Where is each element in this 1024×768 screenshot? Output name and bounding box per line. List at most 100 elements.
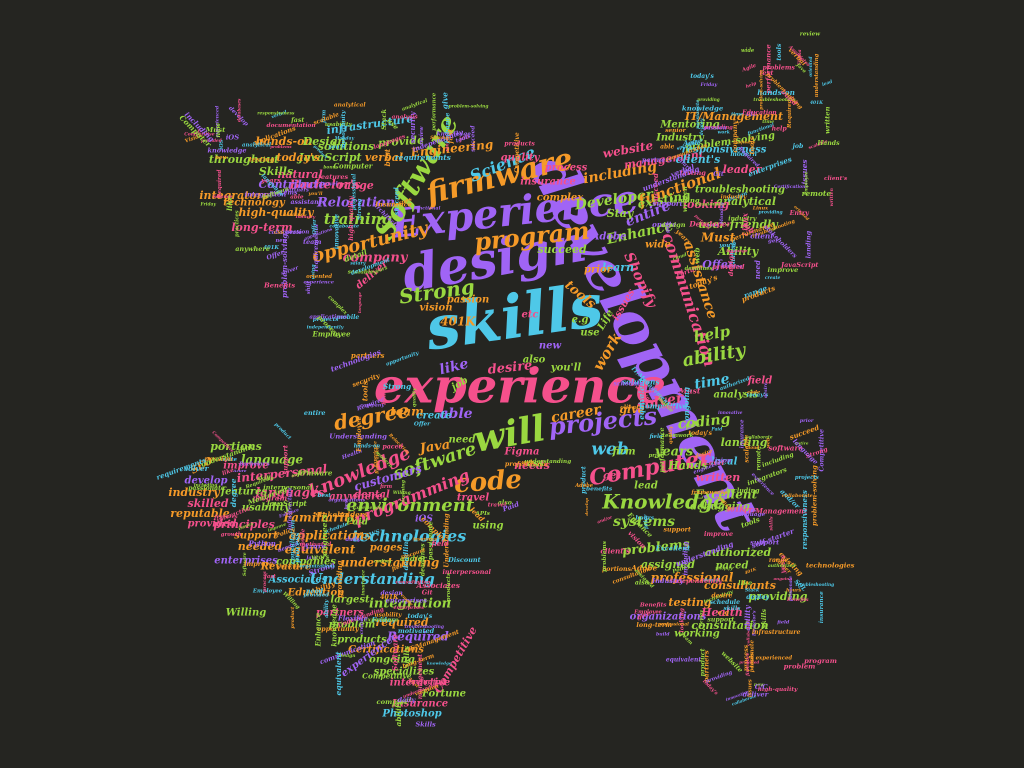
cloud-word-small: lead [821, 78, 834, 88]
cloud-word: consultation [691, 619, 768, 632]
cloud-word-small: years [260, 176, 281, 184]
cloud-word: integrators [199, 189, 268, 202]
cloud-word-small: prior [644, 513, 650, 529]
cloud-word-small: team [303, 238, 322, 246]
cloud-word-small: range [769, 557, 789, 564]
cloud-word-small: knowledge [427, 661, 452, 666]
cloud-word-small: deploy [699, 118, 705, 135]
cloud-word-small: new [215, 155, 227, 161]
cloud-word-small: applications [309, 314, 347, 320]
cloud-word: code [453, 465, 523, 500]
cloud-word-small: Offer [312, 218, 318, 235]
cloud-word: Relocation [316, 196, 395, 211]
cloud-word-small: fast [447, 128, 455, 144]
cloud-word-small: improve [267, 521, 287, 532]
cloud-word-small: enterprises [393, 605, 424, 611]
cloud-word: products [337, 635, 387, 646]
cloud-word-small: Shopify [715, 565, 733, 570]
cloud-word-small: and/or [400, 554, 428, 563]
cloud-word: JavaScript [296, 151, 361, 164]
cloud-word-small: hours [635, 515, 654, 521]
cloud-word-small: wide [741, 48, 755, 54]
cloud-word-small: issues [800, 159, 809, 184]
cloud-word-small: provided [201, 138, 222, 143]
cloud-word: Contribute [259, 178, 326, 191]
cloud-word-small: develop [584, 498, 589, 516]
cloud-word-small: process [293, 533, 302, 563]
cloud-word-small: projects [795, 475, 819, 481]
cloud-word-small: industry [721, 195, 747, 201]
cloud-word-small: CSS [527, 460, 544, 469]
cloud-word-small: Employee [355, 416, 363, 453]
cloud-word-small: client's [824, 176, 848, 182]
cloud-word-small: succeed [469, 126, 476, 152]
cloud-word: new [539, 341, 562, 352]
cloud-word: principles [213, 518, 275, 531]
cloud-word: Excellent [694, 488, 758, 502]
cloud-word-small: usability [375, 612, 403, 618]
cloud-word-small: 401K [726, 505, 745, 513]
cloud-word-small: integration [245, 191, 287, 199]
cloud-word-small: schedule [710, 599, 740, 606]
cloud-word: features [220, 487, 268, 498]
cloud-word: authorized [705, 546, 772, 559]
cloud-word-small: features [213, 514, 237, 520]
cloud-word: reputable [170, 507, 230, 520]
cloud-word-small: databases [236, 98, 241, 122]
cloud-word-small: field [776, 620, 790, 626]
cloud-word: providing [749, 590, 808, 603]
cloud-word-small: equivalent [666, 656, 701, 663]
cloud-word-small: problem-solving [760, 70, 765, 110]
cloud-word-small: opportunity [317, 626, 360, 633]
cloud-word-small: design [380, 590, 402, 597]
cloud-word-small: technologies [806, 562, 855, 570]
cloud-word-small: problems [270, 144, 292, 149]
cloud-word-small: Adobe [630, 564, 657, 573]
cloud-word: leader [723, 163, 763, 176]
cloud-word-small: passionate [696, 202, 725, 208]
cloud-word-small: Offer [414, 422, 431, 428]
cloud-word-small: Design [337, 654, 355, 659]
cloud-word-small: partners [702, 650, 710, 682]
cloud-word-small: frameworks [690, 490, 727, 496]
cloud-word-small: language [357, 292, 362, 314]
cloud-word: also [523, 355, 546, 366]
cloud-word-small: Linux [741, 212, 750, 237]
cloud-word-small: understanding [814, 53, 820, 97]
cloud-word-small: oriented [306, 274, 332, 280]
cloud-word-small: years [310, 554, 330, 561]
cloud-word-small: shift [306, 280, 312, 294]
cloud-word-small: desire [695, 448, 714, 460]
cloud-word-small: Agile [740, 62, 757, 73]
cloud-word-small: training [722, 264, 742, 269]
cloud-word-small: best [345, 499, 350, 509]
cloud-word: equivalent [285, 543, 356, 557]
cloud-word-small: degree [229, 478, 238, 507]
cloud-word-small: provided [739, 660, 759, 665]
cloud-word-small: interpersonal [263, 483, 313, 491]
cloud-word-small: troubleshooting [795, 583, 834, 588]
cloud-word: Education [287, 588, 345, 599]
cloud-word: Ability [717, 245, 760, 258]
cloud-word-small: best [383, 148, 392, 166]
cloud-word-small: JavaScript [779, 261, 818, 269]
cloud-word-small: insurance [413, 538, 438, 543]
cloud-word: hands-on [256, 135, 313, 148]
cloud-word-small: hands-on [757, 88, 795, 97]
cloud-word-small: looking [679, 608, 685, 632]
cloud-word: needs [514, 459, 550, 472]
cloud-word: training [324, 210, 392, 228]
cloud-word-small: high-quality [347, 195, 355, 241]
cloud-word-small: cloud [746, 446, 759, 451]
cloud-word-small: review [419, 126, 425, 145]
cloud-word-small: Friday [371, 616, 396, 624]
cloud-word-small: security [408, 111, 417, 143]
cloud-word-small: Insurance [374, 200, 412, 208]
cloud-word-small: CSS [274, 231, 284, 236]
cloud-word-small: owners [291, 469, 309, 480]
cloud-word: wide [645, 240, 671, 251]
cloud-word-small: including [194, 484, 217, 489]
cloud-word: problems [621, 537, 691, 559]
cloud-word: provide [378, 133, 425, 149]
cloud-word-small: motivated [299, 542, 331, 548]
